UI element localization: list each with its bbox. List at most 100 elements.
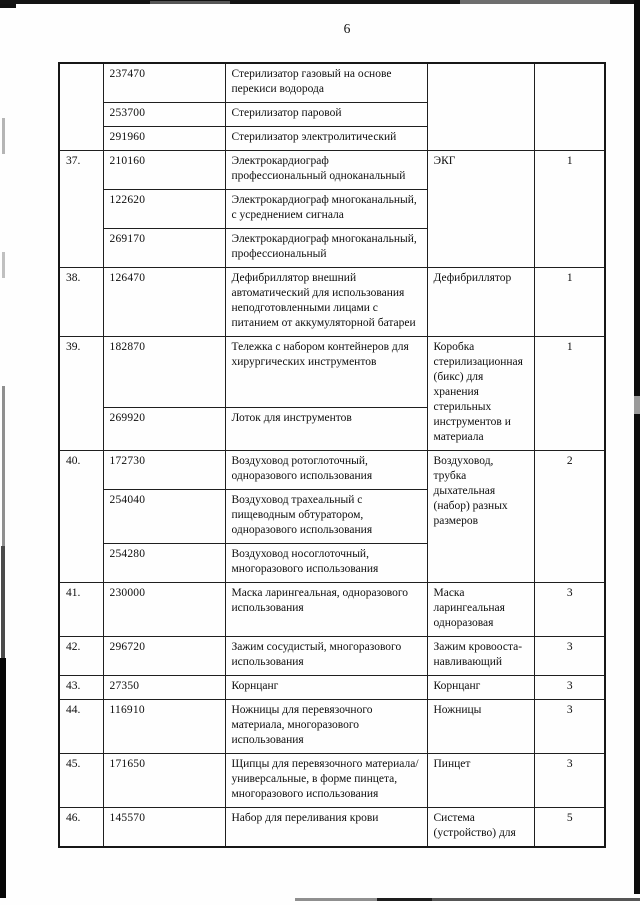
scan-artifact-top-left-mark xyxy=(0,4,16,8)
qty-cell: 2 xyxy=(533,450,606,583)
description-cell: Стерилизатор электролитический xyxy=(224,126,428,151)
table-row: 41. 230000 Маска ларингеальная, одноразово… xyxy=(58,582,606,637)
table-row: 42. 296720 Зажим сосудистый, многоразового… xyxy=(58,636,606,676)
code-cell: 210160 xyxy=(102,150,226,190)
row-number-cell: 42. xyxy=(58,636,104,676)
category-cell: Воздуховод, трубка дыхательная (набор) р… xyxy=(426,450,535,583)
table-row: 269920 Лоток для инструментов xyxy=(59,406,605,452)
scan-artifact-top-bar xyxy=(0,0,640,4)
description-cell: Щипцы для перевязочного материала/универ… xyxy=(224,753,428,808)
table-row: 253700 Стерилизатор паровой xyxy=(59,102,605,127)
code-cell: 254280 xyxy=(102,543,226,583)
qty-cell: 3 xyxy=(533,675,606,700)
qty-cell: 1 xyxy=(533,267,606,337)
row-number-cell: 44. xyxy=(58,699,104,754)
scan-artifact-left-line-3 xyxy=(2,386,5,546)
code-cell: 230000 xyxy=(102,582,226,637)
table-row: 254040 Воздуховод трахеальный с пищеводны… xyxy=(59,489,605,544)
code-cell: 296720 xyxy=(102,636,226,676)
table-row: 291960 Стерилизатор электролитический xyxy=(59,126,605,151)
page-number: 6 xyxy=(343,21,351,36)
code-cell: 182870 xyxy=(102,336,226,408)
qty-cell xyxy=(533,62,606,151)
category-cell: Корнцанг xyxy=(426,675,535,700)
description-cell: Корнцанг xyxy=(224,675,428,700)
qty-cell: 3 xyxy=(533,699,606,754)
description-cell: Воздуховод носоглоточный, многоразового … xyxy=(224,543,428,583)
description-cell: Ножницы для перевязочного материала, мно… xyxy=(224,699,428,754)
table-row: 46. 145570 Набор для переливания крови Сист… xyxy=(58,807,606,848)
description-cell: Электрокардиограф многоканальный, с усре… xyxy=(224,189,428,229)
row-number-cell: 37. xyxy=(58,150,104,268)
scan-artifact-bottom-line-dark xyxy=(432,898,640,901)
code-cell: 122620 xyxy=(102,189,226,229)
code-cell: 145570 xyxy=(102,807,226,848)
qty-cell: 3 xyxy=(533,582,606,637)
code-cell: 291960 xyxy=(102,126,226,151)
scan-artifact-left-line-4 xyxy=(1,546,5,658)
scan-artifact-top-bar-gray xyxy=(460,0,610,4)
code-cell: 237470 xyxy=(102,62,226,103)
scan-artifact-right-bar-gap xyxy=(634,396,640,414)
row-number-cell: 39. xyxy=(58,336,104,451)
scan-artifact-left-line-2 xyxy=(2,252,5,278)
category-cell: Пинцет xyxy=(426,753,535,808)
qty-cell: 3 xyxy=(533,636,606,676)
table-row: 254280 Воздуховод носоглоточный, многораз… xyxy=(59,543,605,583)
scan-artifact-bottom-line-black xyxy=(377,898,432,901)
description-cell: Стерилизатор газовый на основе перекиси … xyxy=(224,62,428,103)
qty-cell: 1 xyxy=(533,150,606,268)
scan-artifact-right-bar xyxy=(634,0,640,894)
description-cell: Воздуховод трахеальный с пищеводным обту… xyxy=(224,489,428,544)
row-number-cell: 46. xyxy=(58,807,104,848)
category-cell: ЭКГ xyxy=(426,150,535,268)
table-row: 43. 27350 Корнцанг Корнцанг 3 xyxy=(58,675,606,700)
category-cell: Зажим кровооста-навливающий xyxy=(426,636,535,676)
row-number-cell: 43. xyxy=(58,675,104,700)
table-row: 37. 210160 Электрокардиограф профессиональ… xyxy=(58,150,606,268)
description-cell: Тележка с набором контейнеров для хирург… xyxy=(224,336,428,408)
code-cell: 116910 xyxy=(102,699,226,754)
code-cell: 253700 xyxy=(102,102,226,127)
description-cell: Стерилизатор паровой xyxy=(224,102,428,127)
code-cell: 172730 xyxy=(102,450,226,490)
category-cell xyxy=(426,62,535,151)
row-number-cell xyxy=(58,62,104,151)
description-cell: Лоток для инструментов xyxy=(224,406,428,452)
category-cell: Коробка стерилизационная (бикс) для хран… xyxy=(426,336,535,451)
code-cell: 269170 xyxy=(102,228,226,268)
table-row: 122620 Электрокардиограф многоканальный, … xyxy=(59,189,605,229)
equipment-table: 237470 Стерилизатор газовый на основе пер… xyxy=(58,62,606,848)
qty-cell: 3 xyxy=(533,753,606,808)
description-cell: Маска ларингеальная, одноразового исполь… xyxy=(224,582,428,637)
code-cell: 171650 xyxy=(102,753,226,808)
row-number-cell: 40. xyxy=(58,450,104,583)
table-row: 40. 172730 Воздуховод ротоглоточный, однор… xyxy=(58,450,606,583)
code-cell: 27350 xyxy=(102,675,226,700)
qty-cell: 5 xyxy=(533,807,606,848)
code-cell: 126470 xyxy=(102,267,226,337)
equipment-table-body: 237470 Стерилизатор газовый на основе пер… xyxy=(58,62,606,848)
qty-cell: 1 xyxy=(533,336,606,451)
row-number-cell: 45. xyxy=(58,753,104,808)
code-cell: 269920 xyxy=(102,406,226,452)
scan-artifact-top-bar-gray2 xyxy=(150,1,230,4)
description-cell: Зажим сосудистый, многоразового использо… xyxy=(224,636,428,676)
description-cell: Электрокардиограф многоканальный, профес… xyxy=(224,228,428,268)
code-cell: 254040 xyxy=(102,489,226,544)
table-row: 38. 126470 Дефибриллятор внешний автоматич… xyxy=(58,267,606,337)
table-row: 44. 116910 Ножницы для перевязочного матер… xyxy=(58,699,606,754)
description-cell: Электрокардиограф профессиональный однок… xyxy=(224,150,428,190)
scan-artifact-left-line-1 xyxy=(2,118,5,154)
scan-artifact-bottom-line-gray xyxy=(295,898,377,901)
description-cell: Набор для переливания крови xyxy=(224,807,428,848)
table-row: 45. 171650 Щипцы для перевязочного материа… xyxy=(58,753,606,808)
category-cell: Маска ларингеальная одноразовая xyxy=(426,582,535,637)
scan-artifact-left-line-5 xyxy=(0,658,6,898)
row-number-cell: 41. xyxy=(58,582,104,637)
table-row: 237470 Стерилизатор газовый на основе пер… xyxy=(58,62,606,151)
category-cell: Система (устройство) для xyxy=(426,807,535,848)
category-cell: Ножницы xyxy=(426,699,535,754)
table-row: 39. 182870 Тележка с набором контейнеров д… xyxy=(58,336,606,451)
